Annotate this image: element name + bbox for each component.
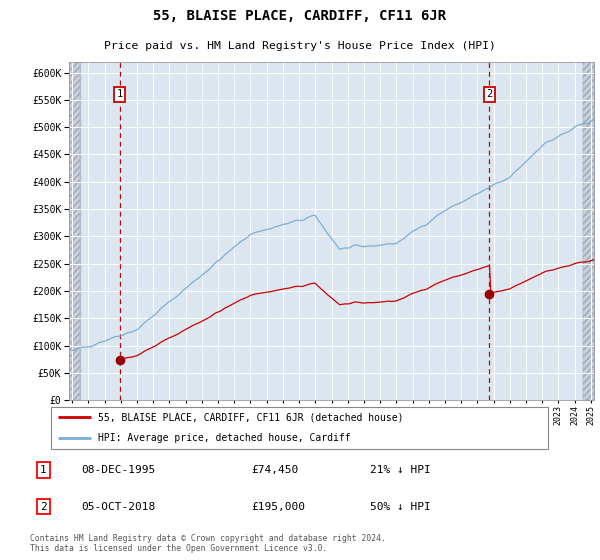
Text: HPI: Average price, detached house, Cardiff: HPI: Average price, detached house, Card… [98, 433, 351, 444]
Text: £74,450: £74,450 [251, 465, 299, 475]
Text: 55, BLAISE PLACE, CARDIFF, CF11 6JR: 55, BLAISE PLACE, CARDIFF, CF11 6JR [154, 9, 446, 23]
Text: Contains HM Land Registry data © Crown copyright and database right 2024.
This d: Contains HM Land Registry data © Crown c… [30, 534, 386, 553]
Text: 05-OCT-2018: 05-OCT-2018 [82, 502, 155, 511]
Bar [583, 62, 594, 400]
Text: 21% ↓ HPI: 21% ↓ HPI [370, 465, 431, 475]
Text: £195,000: £195,000 [251, 502, 305, 511]
Text: 1: 1 [116, 90, 122, 99]
Text: 1: 1 [40, 465, 47, 475]
Text: Price paid vs. HM Land Registry's House Price Index (HPI): Price paid vs. HM Land Registry's House … [104, 41, 496, 51]
Text: 55, BLAISE PLACE, CARDIFF, CF11 6JR (detached house): 55, BLAISE PLACE, CARDIFF, CF11 6JR (det… [98, 412, 404, 422]
Text: 50% ↓ HPI: 50% ↓ HPI [370, 502, 431, 511]
Text: 2: 2 [487, 90, 493, 99]
FancyBboxPatch shape [50, 407, 548, 449]
Bar [69, 62, 80, 400]
Text: 08-DEC-1995: 08-DEC-1995 [82, 465, 155, 475]
Text: 2: 2 [40, 502, 47, 511]
